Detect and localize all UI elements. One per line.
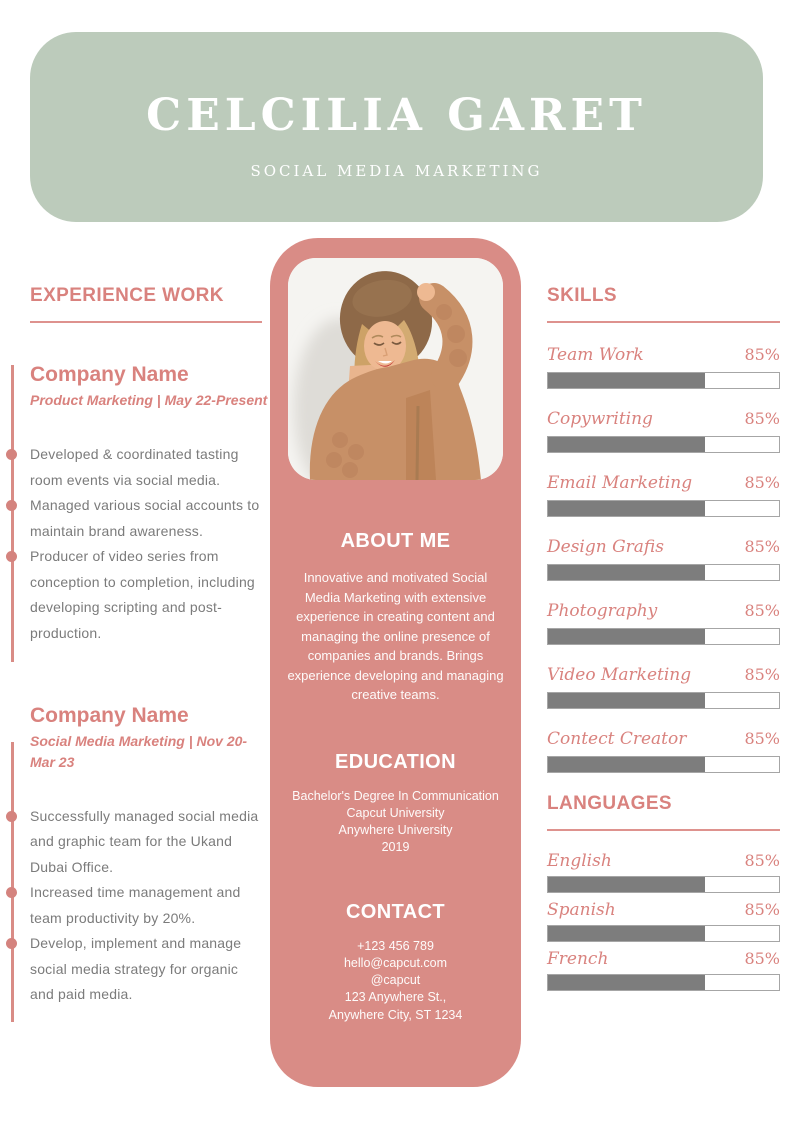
skill-percent: 85%	[744, 665, 780, 684]
company-name: Company Name	[30, 704, 189, 728]
skill-bar-fill	[548, 373, 706, 388]
job-meta: Product Marketing | May 22-Present	[30, 392, 268, 408]
contact-lines: +123 456 789 hello@capcut.com @capcut 12…	[280, 938, 511, 1024]
experience-heading: EXPERIENCE WORK	[30, 285, 224, 306]
education-line: Capcut University	[346, 805, 445, 820]
job-bullet-list: Developed & coordinated tasting room eve…	[6, 442, 262, 646]
skills-heading: SKILLS	[547, 285, 617, 306]
skill-bar	[547, 372, 780, 389]
skill-bar	[547, 628, 780, 645]
language-label: French	[547, 949, 609, 969]
education-line: Bachelor's Degree In Communication	[292, 788, 499, 803]
experience-entry: Company Name Product Marketing | May 22-…	[6, 363, 268, 663]
skill-label: Team Work	[547, 345, 644, 365]
skills-column: SKILLS Team Work 85% Copywriting 85% Email…	[547, 285, 780, 998]
language-percent: 85%	[744, 851, 780, 870]
skill-item: Team Work 85%	[547, 345, 780, 389]
skill-label: Contect Creator	[547, 729, 687, 749]
languages-section: LANGUAGES English 85% Spanish 85% French 85…	[547, 793, 780, 991]
skill-percent: 85%	[744, 729, 780, 748]
language-bar-fill	[548, 975, 706, 990]
skill-item: Contect Creator 85%	[547, 729, 780, 773]
skill-item: Photography 85%	[547, 601, 780, 645]
header-banner: CELCILIA GARET SOCIAL MEDIA MARKETING	[30, 32, 763, 222]
language-item: Spanish 85%	[547, 900, 780, 942]
contact-address-2: Anywhere City, ST 1234	[328, 1007, 463, 1022]
skill-percent: 85%	[744, 537, 780, 556]
skill-bar	[547, 436, 780, 453]
timeline-line	[11, 365, 14, 663]
language-percent: 85%	[744, 900, 780, 919]
skill-label: Email Marketing	[547, 473, 693, 493]
skill-bar-fill	[548, 693, 706, 708]
skill-bar	[547, 500, 780, 517]
skills-divider	[547, 321, 780, 323]
education-line: Anywhere University	[338, 823, 453, 837]
contact-heading: CONTACT	[345, 900, 446, 923]
education-line: 2019	[381, 840, 410, 855]
skill-item: Design Grafis 85%	[547, 537, 780, 581]
education-heading: EDUCATION	[334, 750, 456, 773]
skill-percent: 85%	[744, 409, 780, 428]
skill-bar	[547, 564, 780, 581]
experience-divider	[30, 321, 262, 323]
language-item: English 85%	[547, 851, 780, 893]
skill-percent: 85%	[744, 345, 780, 364]
skill-label: Photography	[547, 601, 658, 621]
skill-bar-fill	[548, 565, 706, 580]
skill-percent: 85%	[744, 473, 780, 492]
experience-entry: Company Name Social Media Marketing | No…	[6, 704, 262, 1022]
skill-bar	[547, 756, 780, 773]
job-bullet: Developed & coordinated tasting room eve…	[6, 442, 262, 493]
languages-heading: LANGUAGES	[547, 793, 672, 814]
job-bullet: Successfully managed social media and gr…	[6, 804, 262, 881]
languages-divider	[547, 829, 780, 831]
language-bar	[547, 876, 780, 893]
job-bullet: Producer of video series from conception…	[6, 544, 262, 646]
language-bar	[547, 925, 780, 942]
skill-percent: 85%	[744, 601, 780, 620]
skills-list: Team Work 85% Copywriting 85% Email Market…	[547, 345, 780, 773]
language-label: English	[547, 851, 612, 871]
skill-bar	[547, 692, 780, 709]
skill-bar-fill	[548, 629, 706, 644]
languages-list: English 85% Spanish 85% French 85%	[547, 851, 780, 991]
about-heading: ABOUT ME	[340, 530, 451, 552]
skill-item: Email Marketing 85%	[547, 473, 780, 517]
skill-bar-fill	[548, 501, 706, 516]
skill-bar-fill	[548, 437, 706, 452]
profile-photo	[288, 258, 503, 480]
language-bar-fill	[548, 926, 706, 941]
skill-label: Copywriting	[547, 409, 653, 429]
skill-item: Copywriting 85%	[547, 409, 780, 453]
language-percent: 85%	[744, 949, 780, 968]
contact-email: hello@capcut.com	[343, 955, 447, 970]
job-title: SOCIAL MEDIA MARKETING	[250, 162, 543, 181]
contact-phone: +123 456 789	[357, 938, 434, 953]
job-meta: Social Media Marketing | Nov 20-Mar 23	[30, 733, 248, 770]
timeline-line	[11, 742, 14, 1022]
job-bullet-list: Successfully managed social media and gr…	[6, 804, 262, 1008]
skill-label: Video Marketing	[547, 665, 692, 685]
contact-handle: @capcut	[370, 973, 421, 987]
skill-bar-fill	[548, 757, 706, 772]
language-item: French 85%	[547, 949, 780, 991]
skill-item: Video Marketing 85%	[547, 665, 780, 709]
job-bullet: Increased time management and team produ…	[6, 880, 262, 931]
language-bar-fill	[548, 877, 706, 892]
education-lines: Bachelor's Degree In Communication Capcu…	[280, 788, 511, 857]
language-label: Spanish	[547, 900, 616, 920]
person-name: CELCILIA GARET	[146, 90, 647, 141]
profile-panel: ABOUT ME Innovative and motivated Social…	[270, 238, 521, 1087]
language-bar	[547, 974, 780, 991]
job-bullet: Managed various social accounts to maint…	[6, 493, 262, 544]
experience-column: EXPERIENCE WORK Company Name Product Mar…	[6, 285, 268, 1022]
portrait-illustration	[288, 258, 503, 480]
about-text: Innovative and motivated Social Media Ma…	[287, 570, 504, 702]
skill-label: Design Grafis	[547, 537, 664, 557]
job-bullet: Develop, implement and manage social med…	[6, 931, 262, 1008]
contact-address-1: 123 Anywhere St.,	[344, 990, 447, 1005]
company-name: Company Name	[30, 363, 189, 386]
